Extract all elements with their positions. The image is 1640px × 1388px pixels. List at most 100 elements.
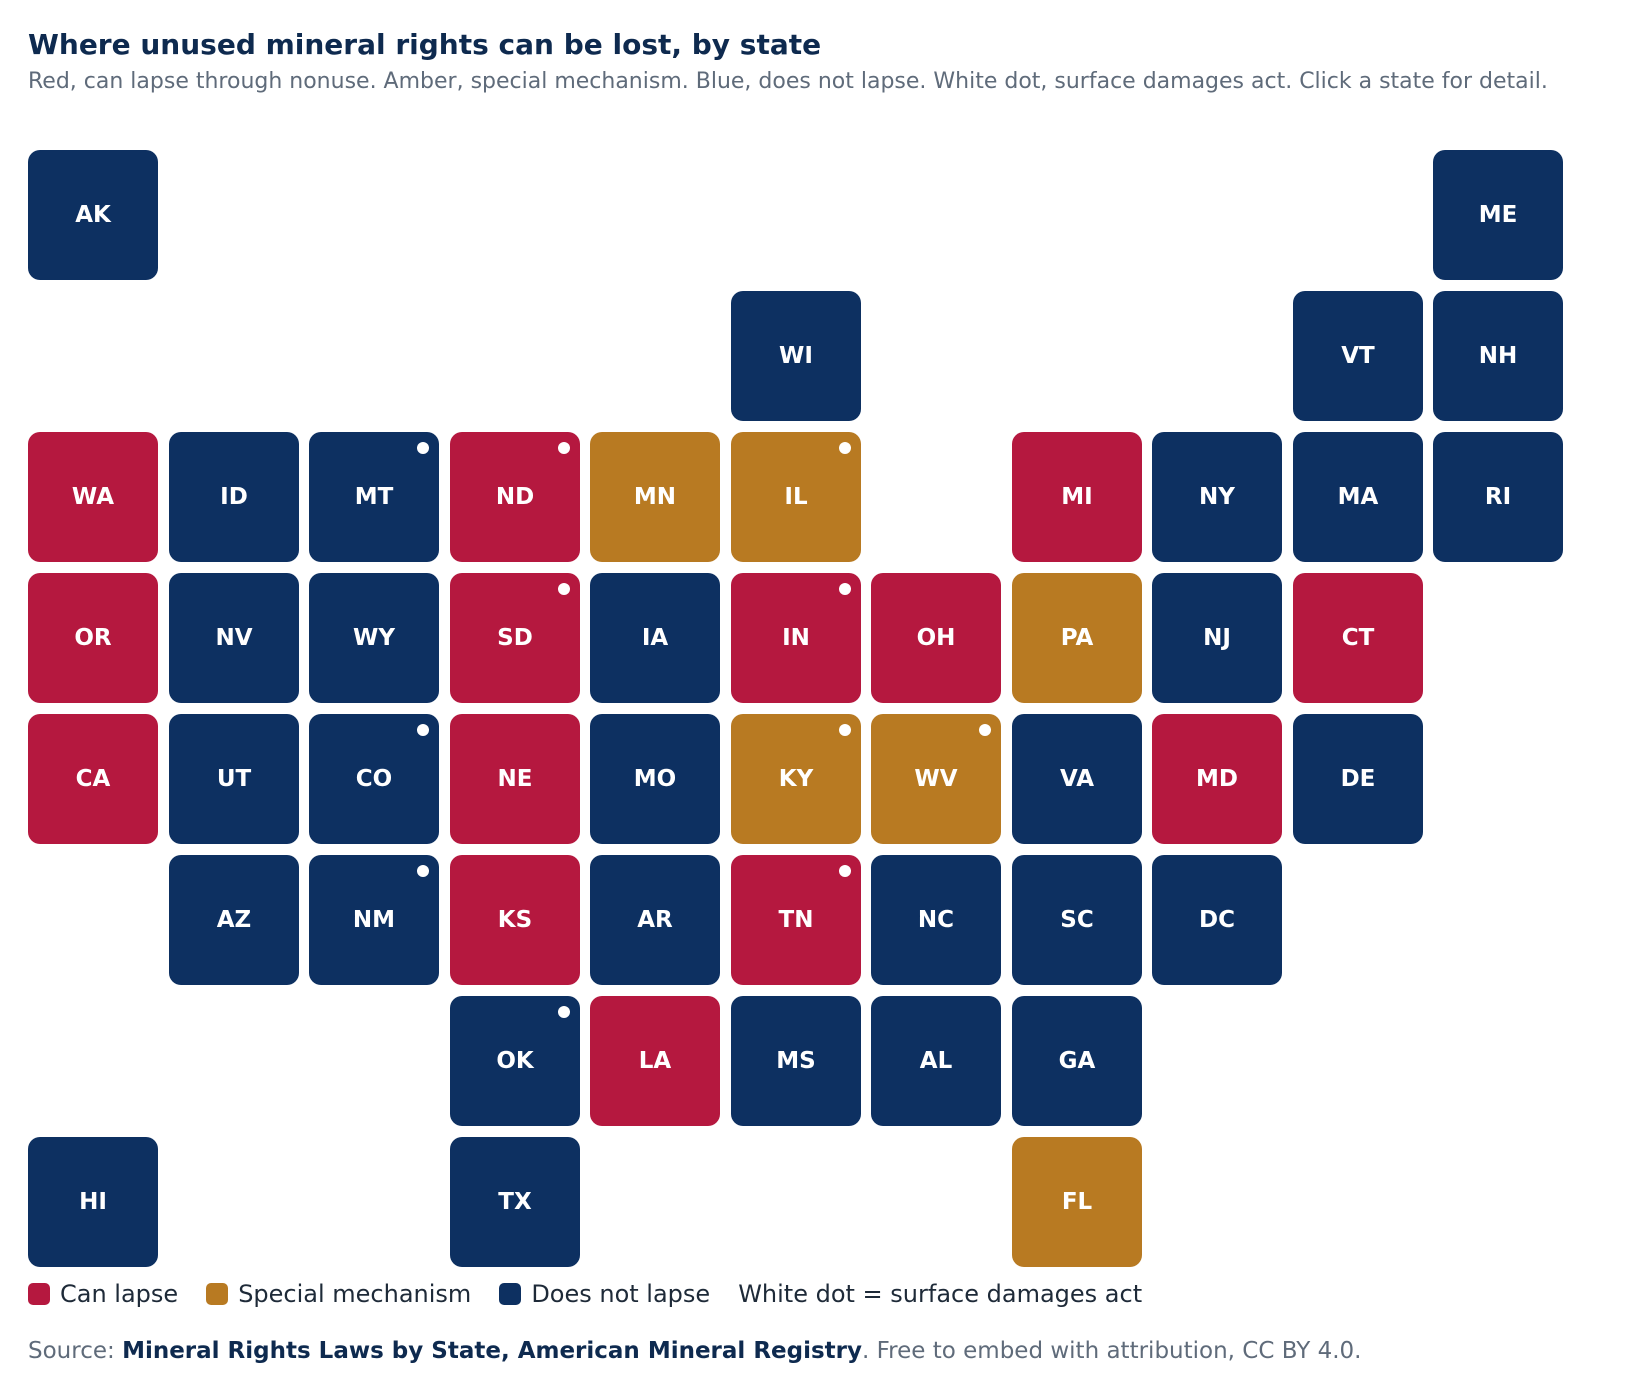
state-label: UT: [216, 766, 252, 792]
state-tile-ca[interactable]: CA: [28, 714, 158, 844]
surface-damages-dot: [839, 583, 851, 595]
state-tile-nm[interactable]: NM: [309, 855, 439, 985]
state-tile-wi[interactable]: WI: [731, 291, 861, 421]
state-label: GA: [1058, 1048, 1096, 1074]
state-label: MS: [776, 1048, 816, 1074]
state-tile-az[interactable]: AZ: [169, 855, 299, 985]
state-label: NY: [1199, 484, 1235, 510]
state-label: VA: [1059, 766, 1095, 792]
state-tile-ga[interactable]: GA: [1012, 996, 1142, 1126]
state-tile-pa[interactable]: PA: [1012, 573, 1142, 703]
state-label: NH: [1478, 343, 1518, 369]
legend-label-lapse: Can lapse: [60, 1280, 179, 1308]
state-tile-hi[interactable]: HI: [28, 1137, 158, 1267]
state-tile-ut[interactable]: UT: [169, 714, 299, 844]
state-tile-me[interactable]: ME: [1433, 150, 1563, 280]
surface-damages-dot: [417, 865, 429, 877]
state-tile-ar[interactable]: AR: [590, 855, 720, 985]
surface-damages-dot: [839, 865, 851, 877]
chart-title: Where unused mineral rights can be lost,…: [28, 28, 822, 61]
state-tile-va[interactable]: VA: [1012, 714, 1142, 844]
surface-damages-dot: [417, 442, 429, 454]
state-label: IA: [641, 625, 669, 651]
state-label: CO: [355, 766, 393, 792]
state-tile-de[interactable]: DE: [1293, 714, 1423, 844]
legend: Can lapse Special mechanism Does not lap…: [28, 1280, 1170, 1308]
state-tile-id[interactable]: ID: [169, 432, 299, 562]
state-tile-oh[interactable]: OH: [871, 573, 1001, 703]
state-label: SD: [497, 625, 533, 651]
chart-subtitle: Red, can lapse through nonuse. Amber, sp…: [28, 69, 1548, 94]
surface-damages-dot: [558, 583, 570, 595]
state-tile-ia[interactable]: IA: [590, 573, 720, 703]
state-tile-ri[interactable]: RI: [1433, 432, 1563, 562]
state-tile-ct[interactable]: CT: [1293, 573, 1423, 703]
state-label: CT: [1341, 625, 1375, 651]
state-tile-mn[interactable]: MN: [590, 432, 720, 562]
state-tile-ok[interactable]: OK: [450, 996, 580, 1126]
legend-swatch-lapse: [28, 1283, 50, 1305]
state-label: MO: [633, 766, 677, 792]
state-tile-ky[interactable]: KY: [731, 714, 861, 844]
state-tile-nc[interactable]: NC: [871, 855, 1001, 985]
state-tile-ks[interactable]: KS: [450, 855, 580, 985]
surface-damages-dot: [558, 442, 570, 454]
source-suffix: . Free to embed with attribution, CC BY …: [862, 1338, 1362, 1364]
state-tile-ms[interactable]: MS: [731, 996, 861, 1126]
state-label: NC: [917, 907, 955, 933]
state-tile-dc[interactable]: DC: [1152, 855, 1282, 985]
state-tile-mo[interactable]: MO: [590, 714, 720, 844]
state-tile-nv[interactable]: NV: [169, 573, 299, 703]
state-tile-mi[interactable]: MI: [1012, 432, 1142, 562]
state-label: WA: [71, 484, 115, 510]
legend-label-none: Does not lapse: [531, 1280, 711, 1308]
state-tile-md[interactable]: MD: [1152, 714, 1282, 844]
state-tile-in[interactable]: IN: [731, 573, 861, 703]
state-label: IL: [784, 484, 808, 510]
state-label: NV: [215, 625, 253, 651]
state-tile-ne[interactable]: NE: [450, 714, 580, 844]
state-tile-wy[interactable]: WY: [309, 573, 439, 703]
state-tile-fl[interactable]: FL: [1012, 1137, 1142, 1267]
state-tile-co[interactable]: CO: [309, 714, 439, 844]
state-tile-vt[interactable]: VT: [1293, 291, 1423, 421]
state-tile-or[interactable]: OR: [28, 573, 158, 703]
state-tile-tx[interactable]: TX: [450, 1137, 580, 1267]
state-label: RI: [1484, 484, 1512, 510]
state-label: VT: [1341, 343, 1375, 369]
state-label: NE: [497, 766, 533, 792]
state-label: SC: [1060, 907, 1094, 933]
surface-damages-dot: [839, 724, 851, 736]
state-tile-mt[interactable]: MT: [309, 432, 439, 562]
state-label: LA: [638, 1048, 672, 1074]
state-label: KY: [778, 766, 814, 792]
state-tile-al[interactable]: AL: [871, 996, 1001, 1126]
state-tile-il[interactable]: IL: [731, 432, 861, 562]
state-tile-nd[interactable]: ND: [450, 432, 580, 562]
state-tile-wa[interactable]: WA: [28, 432, 158, 562]
state-label: MA: [1337, 484, 1379, 510]
state-label: OR: [74, 625, 112, 651]
state-tile-nh[interactable]: NH: [1433, 291, 1563, 421]
surface-damages-dot: [979, 724, 991, 736]
state-tile-la[interactable]: LA: [590, 996, 720, 1126]
state-tile-ak[interactable]: AK: [28, 150, 158, 280]
state-tile-ma[interactable]: MA: [1293, 432, 1423, 562]
state-tile-tn[interactable]: TN: [731, 855, 861, 985]
source-line: Source: Mineral Rights Laws by State, Am…: [28, 1338, 1362, 1364]
state-label: PA: [1060, 625, 1094, 651]
state-tile-sc[interactable]: SC: [1012, 855, 1142, 985]
state-tile-wv[interactable]: WV: [871, 714, 1001, 844]
surface-damages-dot: [417, 724, 429, 736]
legend-item-none: Does not lapse: [499, 1280, 710, 1308]
state-tile-sd[interactable]: SD: [450, 573, 580, 703]
state-label: NJ: [1203, 625, 1231, 651]
state-label: AK: [75, 202, 111, 228]
state-label: DC: [1199, 907, 1235, 933]
state-tile-ny[interactable]: NY: [1152, 432, 1282, 562]
state-tile-nj[interactable]: NJ: [1152, 573, 1282, 703]
state-label: TN: [778, 907, 814, 933]
source-name[interactable]: Mineral Rights Laws by State, American M…: [122, 1338, 862, 1364]
legend-swatch-none: [499, 1283, 522, 1305]
source-prefix: Source:: [28, 1338, 123, 1364]
